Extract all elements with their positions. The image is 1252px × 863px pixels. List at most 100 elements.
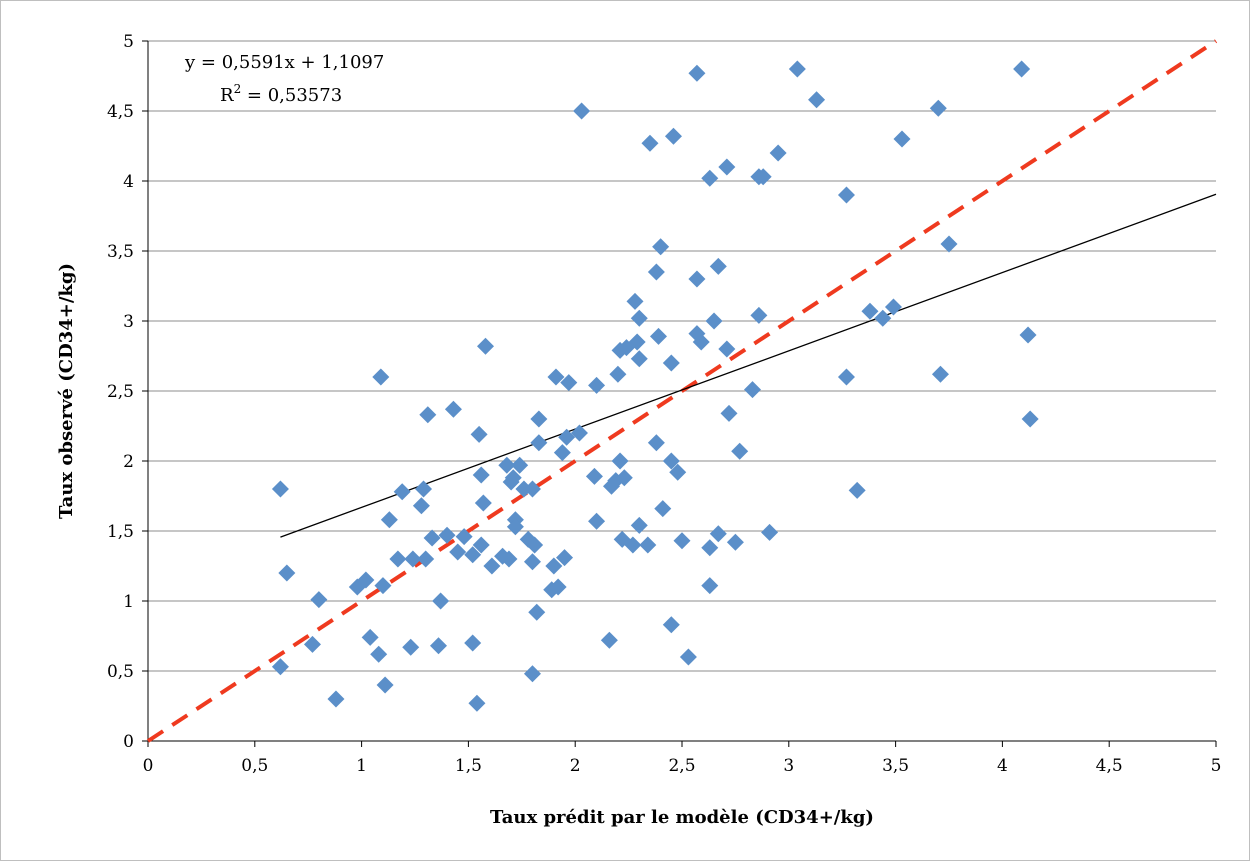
data-point (630, 350, 648, 368)
data-point (600, 631, 618, 649)
x-axis-ticks: 0 0,5 1 1,5 2 2,5 3 3,5 4 4,5 5 (143, 741, 1222, 776)
data-point (560, 374, 578, 392)
data-point (523, 665, 541, 683)
data-point (624, 536, 642, 554)
data-point (573, 102, 591, 120)
data-point (417, 550, 435, 568)
data-point (664, 127, 682, 145)
x-axis-title: Taux prédit par le modèle (CD34+/kg) (490, 807, 874, 828)
data-point (558, 428, 576, 446)
data-point (404, 550, 422, 568)
data-point (874, 309, 892, 327)
data-point (429, 637, 447, 655)
trendline-equation: y = 0,5591x + 1,1097 (184, 52, 384, 73)
data-point (402, 638, 420, 656)
data-point (271, 658, 289, 676)
x-tick-label: 3,5 (882, 756, 909, 776)
data-point (523, 480, 541, 498)
data-point (940, 235, 958, 253)
x-tick-label: 5 (1211, 756, 1222, 776)
data-point (545, 557, 563, 575)
data-point (361, 628, 379, 646)
data-point (662, 452, 680, 470)
data-point (837, 368, 855, 386)
x-tick-label: 1,5 (455, 756, 482, 776)
data-point (1013, 60, 1031, 78)
data-point (588, 376, 606, 394)
data-point (931, 365, 949, 383)
data-point (731, 442, 749, 460)
r-squared-value: = 0,53573 (241, 85, 342, 106)
r-squared-superscript: 2 (234, 82, 242, 96)
data-point (374, 577, 392, 595)
data-point (628, 333, 646, 351)
r-squared-symbol: R (220, 85, 234, 106)
data-point (476, 337, 494, 355)
data-point (526, 536, 544, 554)
data-point (726, 533, 744, 551)
data-point (639, 536, 657, 554)
data-points (271, 60, 1039, 712)
y-tick-label: 3,5 (107, 242, 134, 262)
data-point (470, 425, 488, 443)
y-tick-label: 4 (123, 172, 134, 192)
y-tick-label: 4,5 (107, 102, 134, 122)
data-point (549, 578, 567, 596)
data-point (556, 549, 574, 567)
x-tick-label: 0,5 (241, 756, 268, 776)
data-point (504, 469, 522, 487)
data-point (647, 434, 665, 452)
y-tick-label: 5 (123, 32, 134, 52)
data-point (647, 263, 665, 281)
data-point (357, 571, 375, 589)
data-point (705, 312, 723, 330)
y-tick-label: 2,5 (107, 382, 134, 402)
data-point (709, 257, 727, 275)
data-point (609, 365, 627, 383)
data-point (688, 270, 706, 288)
data-point (1021, 410, 1039, 428)
data-point (893, 130, 911, 148)
data-point (498, 456, 516, 474)
data-point (530, 410, 548, 428)
data-point (688, 64, 706, 82)
data-point (553, 444, 571, 462)
data-point (474, 494, 492, 512)
data-point (528, 603, 546, 621)
data-point (468, 694, 486, 712)
data-point (389, 550, 407, 568)
data-point (310, 591, 328, 609)
data-point (500, 550, 518, 568)
data-point (423, 529, 441, 547)
data-point (1019, 326, 1037, 344)
data-point (455, 528, 473, 546)
y-tick-label: 1,5 (107, 522, 134, 542)
data-point (626, 292, 644, 310)
data-point (415, 480, 433, 498)
data-point (523, 553, 541, 571)
data-point (662, 354, 680, 372)
data-point (615, 469, 633, 487)
data-point (673, 532, 691, 550)
identity-line-path (146, 39, 1218, 743)
x-tick-label: 3 (783, 756, 794, 776)
x-tick-label: 4,5 (1096, 756, 1123, 776)
data-point (861, 302, 879, 320)
data-point (701, 169, 719, 187)
data-point (654, 500, 672, 518)
gridlines (148, 40, 1216, 672)
data-point (929, 99, 947, 117)
y-tick-label: 1 (123, 592, 134, 612)
trendline (280, 193, 1217, 538)
data-point (750, 306, 768, 324)
data-point (412, 497, 430, 515)
data-point (483, 557, 501, 575)
data-point (701, 539, 719, 557)
data-point (380, 511, 398, 529)
data-point (884, 298, 902, 316)
data-point (393, 483, 411, 501)
data-point (679, 648, 697, 666)
data-point (692, 333, 710, 351)
